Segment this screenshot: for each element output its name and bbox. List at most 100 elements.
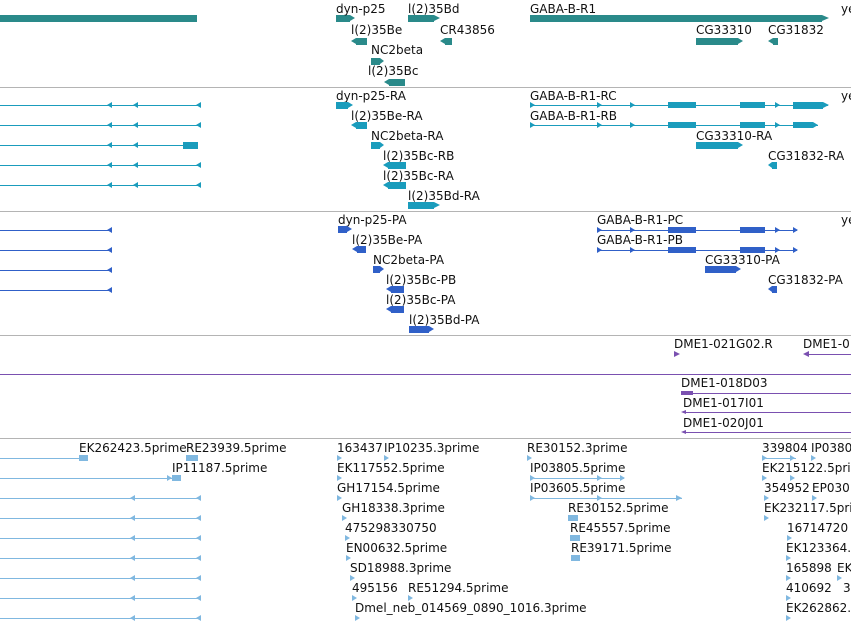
transcript-label[interactable]: NC2beta-RA bbox=[371, 129, 444, 143]
oligo-label[interactable]: DME1-018D03 bbox=[681, 376, 768, 390]
est-line[interactable] bbox=[0, 598, 201, 599]
protein-label[interactable]: l(2)35Be-PA bbox=[352, 233, 423, 247]
est-track[interactable]: EK262423.5prime RE23939.5prime 163437 IP… bbox=[0, 439, 851, 623]
gene-bar-l2-35be[interactable] bbox=[356, 38, 367, 45]
est-segment[interactable] bbox=[172, 475, 181, 481]
transcript-exon[interactable] bbox=[740, 122, 765, 128]
protein-label[interactable]: GABA-B-R1-PB bbox=[597, 233, 683, 247]
transcript-exon[interactable] bbox=[696, 142, 738, 149]
est-line[interactable] bbox=[0, 478, 172, 479]
gene-label[interactable]: l(2)35Be bbox=[351, 23, 403, 37]
protein-label[interactable]: ye bbox=[841, 213, 851, 227]
est-label[interactable]: SD18988.3prime bbox=[350, 561, 452, 575]
est-label[interactable]: EN00632.5prime bbox=[346, 541, 448, 555]
est-line[interactable] bbox=[766, 458, 796, 459]
protein-line[interactable] bbox=[0, 250, 112, 251]
transcript-line[interactable] bbox=[0, 105, 200, 106]
gene-label[interactable]: CG31832 bbox=[768, 23, 824, 37]
gene-bar-l2-35bc[interactable] bbox=[389, 79, 405, 86]
protein-label[interactable]: dyn-p25-PA bbox=[338, 213, 407, 227]
protein-segment[interactable] bbox=[409, 326, 429, 333]
est-label[interactable]: IP0380 bbox=[811, 441, 851, 455]
transcript-line[interactable] bbox=[0, 165, 200, 166]
gene-label[interactable]: ye bbox=[841, 2, 851, 16]
est-label[interactable]: RE30152.3prime bbox=[527, 441, 628, 455]
gene-label[interactable]: l(2)35Bc bbox=[368, 64, 419, 78]
transcript-exon[interactable] bbox=[772, 162, 777, 169]
protein-segment[interactable] bbox=[391, 306, 404, 313]
oligo-label[interactable]: DME1-021G02.R bbox=[674, 337, 773, 351]
est-label[interactable]: RE23939.5prime bbox=[186, 441, 287, 455]
gene-bar[interactable] bbox=[0, 15, 197, 22]
transcript-exon[interactable] bbox=[793, 102, 823, 109]
transcript-label[interactable]: l(2)35Bd-RA bbox=[408, 189, 480, 203]
oligo-label[interactable]: DME1-020J01 bbox=[683, 416, 764, 430]
est-label[interactable]: GH17154.5prime bbox=[337, 481, 440, 495]
transcript-exon[interactable] bbox=[668, 122, 696, 128]
gene-bar-l2-35bd[interactable] bbox=[408, 15, 434, 22]
protein-segment[interactable] bbox=[391, 286, 404, 293]
transcript-label[interactable]: GABA-B-R1-RB bbox=[530, 109, 618, 123]
protein-line[interactable] bbox=[597, 230, 797, 231]
protein-segment[interactable] bbox=[668, 247, 696, 253]
est-line[interactable] bbox=[530, 498, 682, 499]
est-label[interactable]: RE45557.5prime bbox=[570, 521, 671, 535]
gene-bar-gaba-b-r1[interactable] bbox=[530, 15, 822, 22]
est-label[interactable]: EP030 bbox=[812, 481, 850, 495]
gene-label[interactable]: GABA-B-R1 bbox=[530, 2, 597, 16]
transcript-exon[interactable] bbox=[371, 142, 380, 149]
est-label[interactable]: 354952 bbox=[764, 481, 810, 495]
est-label[interactable]: GH18338.3prime bbox=[342, 501, 445, 515]
transcript-label[interactable]: l(2)35Bc-RB bbox=[383, 149, 455, 163]
gene-bar-dyn-p25[interactable] bbox=[336, 15, 350, 22]
protein-line[interactable] bbox=[0, 230, 112, 231]
est-label[interactable]: 339804 bbox=[762, 441, 808, 455]
protein-segment[interactable] bbox=[373, 266, 380, 273]
oligo-line[interactable] bbox=[686, 432, 851, 433]
transcript-line[interactable] bbox=[0, 125, 200, 126]
est-label[interactable]: EK bbox=[837, 561, 851, 575]
transcript-label[interactable]: l(2)35Be-RA bbox=[351, 109, 423, 123]
transcript-exon[interactable] bbox=[356, 122, 367, 129]
oligo-label[interactable]: DME1-017I01 bbox=[683, 396, 764, 410]
est-label[interactable]: 16714720 bbox=[787, 521, 849, 535]
gene-label[interactable]: dyn-p25 bbox=[336, 2, 386, 16]
est-label[interactable]: EK262862. bbox=[786, 601, 851, 615]
est-line[interactable] bbox=[0, 558, 201, 559]
transcript-exon[interactable] bbox=[740, 102, 765, 108]
protein-label[interactable]: NC2beta-PA bbox=[373, 253, 445, 267]
est-label[interactable]: 165898 bbox=[786, 561, 832, 575]
est-label[interactable]: EK262423.5prime bbox=[79, 441, 187, 455]
est-segment[interactable] bbox=[186, 455, 198, 461]
oligo-line[interactable] bbox=[686, 412, 851, 413]
protein-segment[interactable] bbox=[338, 226, 347, 233]
oligo-track-top[interactable]: DME1-021G02.R DME1-0 bbox=[0, 336, 851, 374]
transcript-exon[interactable] bbox=[388, 182, 406, 189]
gene-label[interactable]: l(2)35Bd bbox=[408, 2, 460, 16]
protein-label[interactable]: CG31832-PA bbox=[768, 273, 843, 287]
transcript-exon[interactable] bbox=[336, 102, 348, 109]
est-label[interactable]: Dmel_neb_014569_0890_1016.3prime bbox=[355, 601, 587, 615]
est-label[interactable]: IP03805.5prime bbox=[530, 461, 626, 475]
transcript-label[interactable]: l(2)35Bc-RA bbox=[383, 169, 454, 183]
est-label[interactable]: EK232117.5prime bbox=[764, 501, 851, 515]
est-line[interactable] bbox=[534, 478, 624, 479]
est-label[interactable]: IP03605.5prime bbox=[530, 481, 626, 495]
protein-track[interactable]: dyn-p25-PA GABA-B-R1-PC ye l(2)35Be-PA G… bbox=[0, 212, 851, 335]
protein-label[interactable]: l(2)35Bc-PA bbox=[386, 293, 456, 307]
est-label[interactable]: IP10235.3prime bbox=[384, 441, 480, 455]
est-label[interactable]: IP11187.5prime bbox=[172, 461, 268, 475]
transcript-exon[interactable] bbox=[388, 162, 406, 169]
gene-track[interactable]: dyn-p25 l(2)35Bd GABA-B-R1 ye l(2)35Be C… bbox=[0, 0, 851, 87]
gene-bar-cg31832[interactable] bbox=[773, 38, 778, 45]
protein-segment[interactable] bbox=[772, 286, 777, 293]
gene-bar-cr43856[interactable] bbox=[445, 38, 452, 45]
est-label[interactable]: RE51294.5prime bbox=[408, 581, 509, 595]
est-label[interactable]: RE30152.5prime bbox=[568, 501, 669, 515]
protein-segment[interactable] bbox=[740, 247, 765, 253]
transcript-exon[interactable] bbox=[793, 122, 813, 128]
protein-label[interactable]: l(2)35Bd-PA bbox=[409, 313, 480, 327]
gene-label[interactable]: NC2beta bbox=[371, 43, 424, 57]
transcript-label[interactable]: CG33310-RA bbox=[696, 129, 773, 143]
gene-label[interactable]: CR43856 bbox=[440, 23, 495, 37]
